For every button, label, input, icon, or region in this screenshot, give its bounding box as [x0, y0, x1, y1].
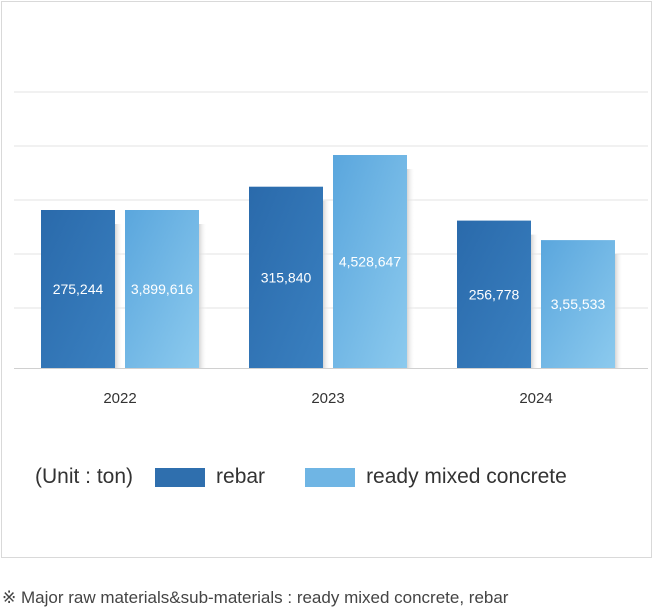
bar-rebar-2022	[41, 210, 115, 368]
bar-concrete-2022	[125, 210, 199, 368]
legend: (Unit : ton) rebar ready mixed concrete	[35, 462, 567, 492]
legend-label-concrete: ready mixed concrete	[366, 465, 567, 488]
footnote: ※ Major raw materials&sub-materials : re…	[2, 588, 509, 607]
bars	[41, 155, 623, 368]
bar-concrete-2024	[541, 240, 615, 368]
bar-chart: 275,244 3,899,616 315,840 4,528,647 256,778 3…	[14, 91, 648, 407]
bar-shadow	[323, 200, 331, 368]
data-label: 256,778	[469, 286, 520, 302]
legend-swatch-rebar	[155, 467, 206, 487]
data-label: 4,528,647	[339, 254, 401, 270]
legend-swatch-concrete	[305, 467, 356, 487]
data-label: 315,840	[261, 269, 312, 285]
bar-shadow	[531, 234, 539, 368]
legend-entry-rebar: rebar	[155, 465, 265, 489]
data-label: 3,899,616	[131, 281, 193, 297]
data-labels: 275,244 3,899,616 315,840 4,528,647 256,778 3…	[53, 254, 606, 313]
bar-concrete-2023	[333, 155, 407, 368]
data-label: 3,55,533	[551, 296, 606, 312]
legend-entry-concrete: ready mixed concrete	[305, 465, 567, 489]
bar-shadow	[199, 224, 207, 368]
bar-rebar-2023	[249, 186, 323, 368]
x-tick-label: 2023	[311, 390, 344, 407]
x-tick-label: 2024	[519, 390, 552, 407]
data-label: 275,244	[53, 281, 104, 297]
bar-rebar-2024	[457, 220, 531, 368]
bar-shadow	[615, 254, 623, 368]
legend-label-rebar: rebar	[216, 465, 266, 488]
x-axis: 2022 2023 2024	[14, 368, 648, 407]
bar-shadow	[115, 224, 123, 368]
unit-label: (Unit : ton)	[35, 465, 134, 488]
x-tick-label: 2022	[103, 390, 136, 407]
bar-shadow	[407, 169, 415, 368]
